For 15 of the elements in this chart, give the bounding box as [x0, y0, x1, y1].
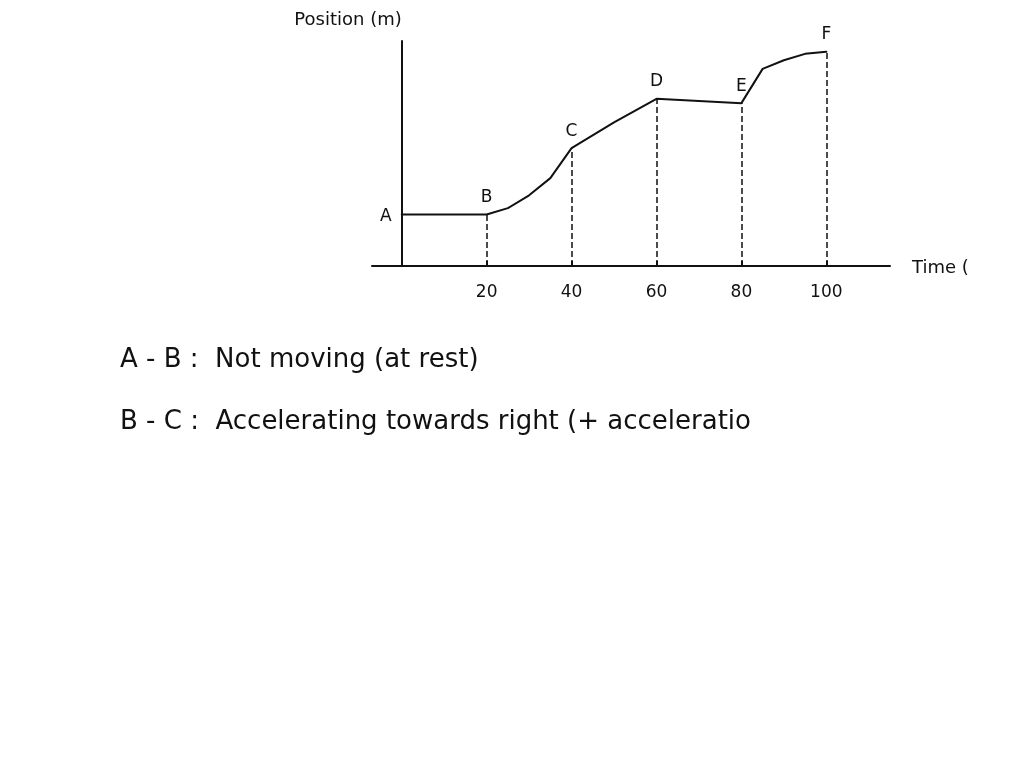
- x-tick-label: 80: [730, 280, 753, 301]
- text: B - C : Accelerating towards right (+ acceleratio: [120, 405, 751, 435]
- annotation: C: [565, 119, 578, 140]
- text: A - B : Not moving (at rest): [120, 343, 479, 373]
- x-tick-label: 20: [475, 280, 498, 301]
- x-tick-label: 60: [645, 280, 668, 301]
- annotation: D: [649, 70, 664, 91]
- annotation: A: [380, 204, 393, 225]
- y-axis-title: Position (m): [294, 7, 402, 29]
- annotation: F: [821, 23, 832, 44]
- x-axis-title: Time (: [911, 255, 969, 277]
- x-tick-label: 40: [560, 280, 583, 301]
- annotation: B: [480, 186, 493, 207]
- annotation: E: [736, 74, 747, 95]
- x-tick-label: 100: [810, 280, 843, 301]
